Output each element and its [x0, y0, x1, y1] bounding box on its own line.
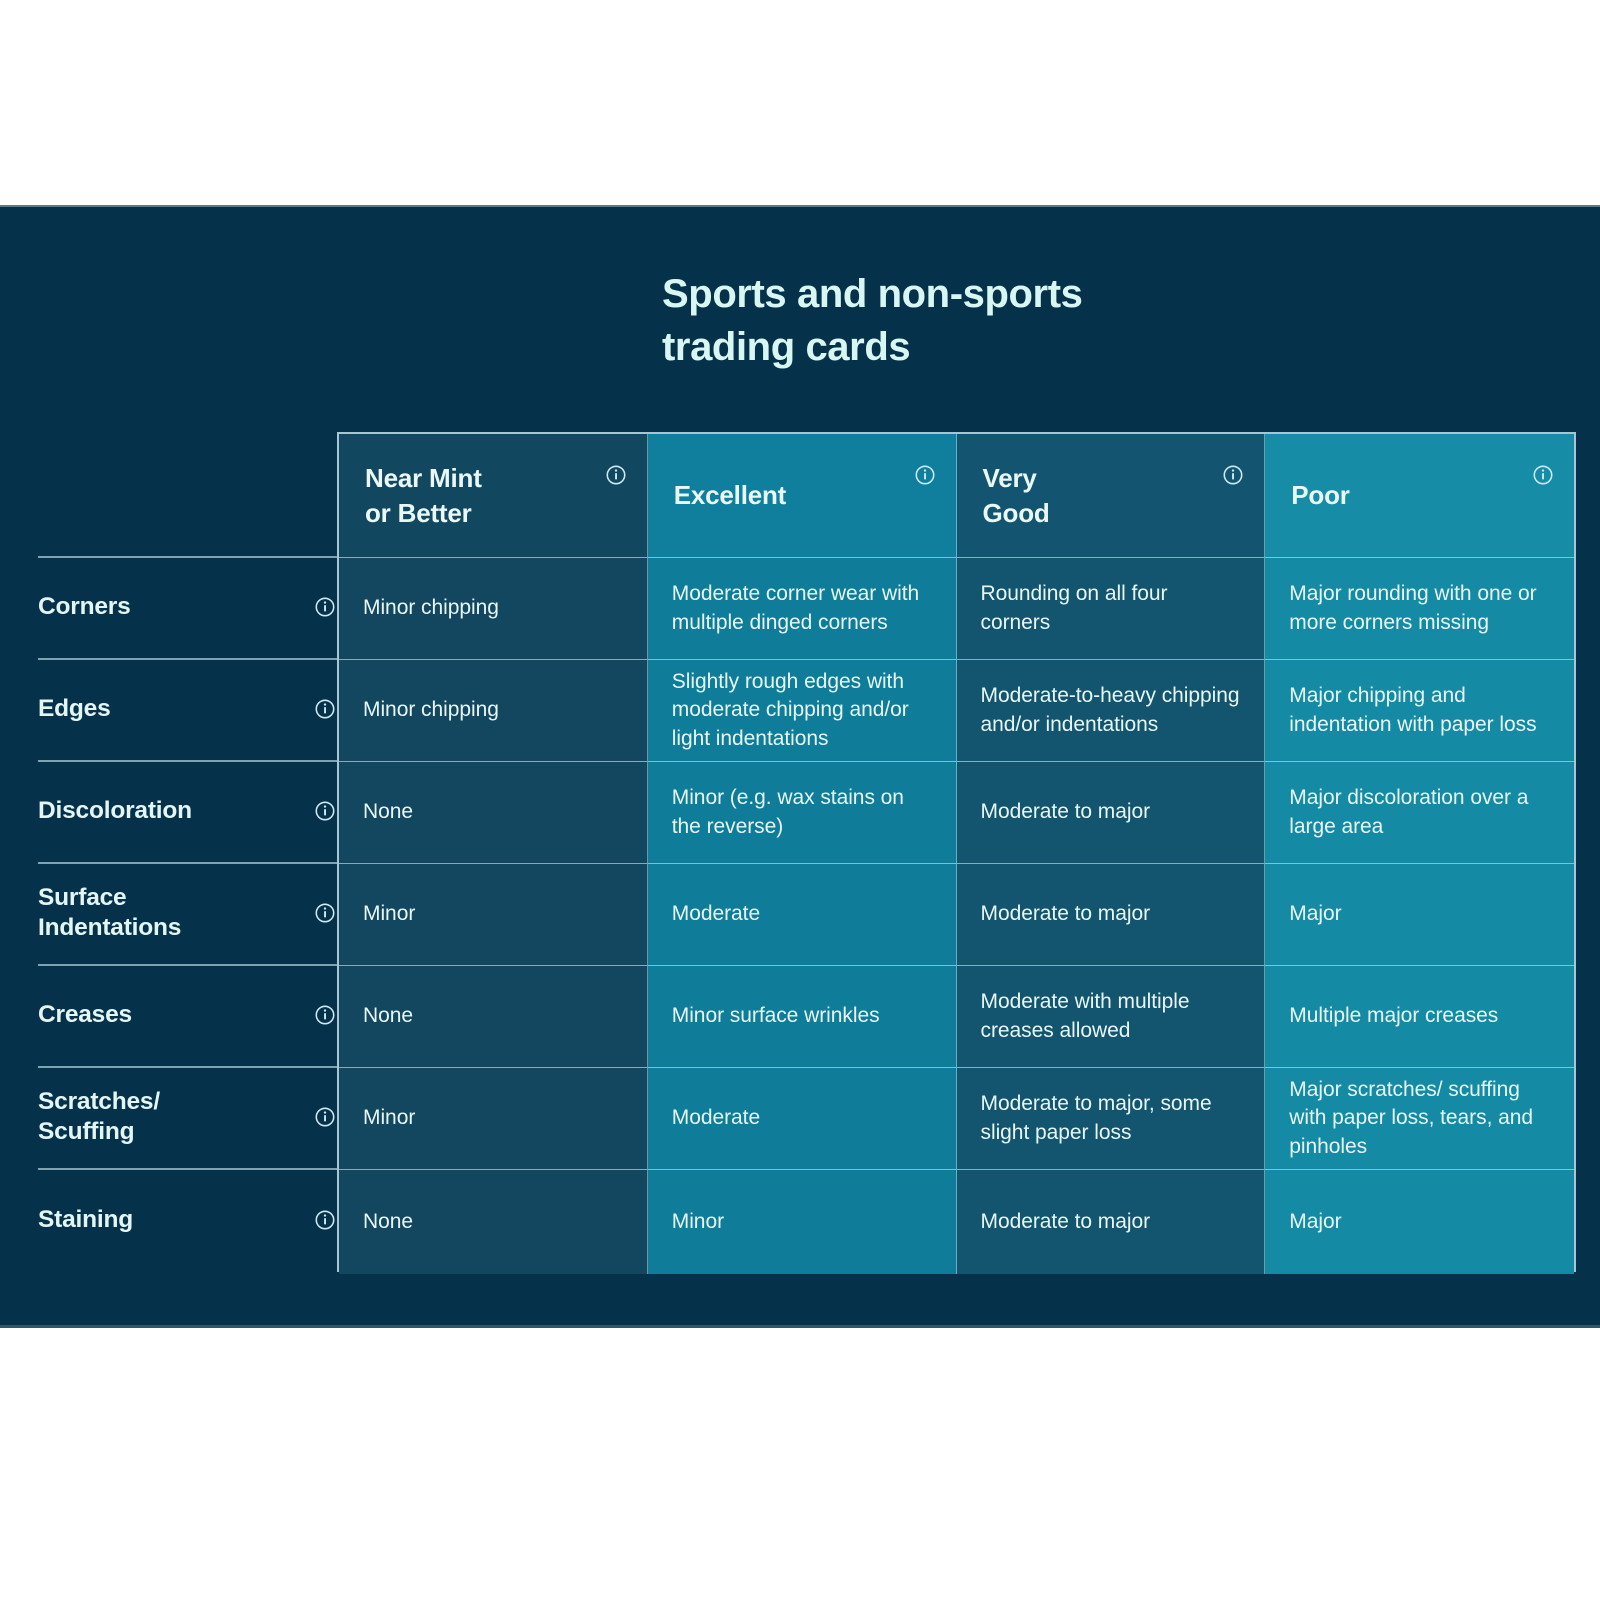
- grading-comparison-table: Corners Edges Discoloration: [36, 432, 1576, 1274]
- table-cell: None: [339, 762, 648, 864]
- column-header-poor[interactable]: Poor: [1265, 434, 1574, 558]
- row-label-edges[interactable]: Edges: [36, 658, 339, 760]
- grade-grid: Near Mint or Better Excellent Very Good: [337, 432, 1576, 1274]
- table-cell: Rounding on all four corners: [956, 558, 1266, 660]
- table-cell: Major: [1265, 864, 1574, 966]
- header-line2: or Better: [365, 497, 472, 528]
- info-icon[interactable]: [1532, 464, 1554, 486]
- table-cell: Minor surface wrinkles: [647, 966, 957, 1068]
- table-cell: Minor: [339, 1068, 648, 1170]
- column-header-text: Poor: [1291, 480, 1350, 511]
- table-cell: Moderate to major, some slight paper los…: [956, 1068, 1266, 1170]
- table-cell: None: [339, 1170, 648, 1274]
- row-label-text: Scratches/ Scuffing: [38, 1087, 160, 1147]
- column-header-text: Very Good: [983, 461, 1050, 530]
- panel-bottom-divider: [0, 1325, 1600, 1328]
- row-label-line1: Scratches/: [38, 1088, 160, 1116]
- column-header-excellent[interactable]: Excellent: [647, 434, 957, 558]
- row-label-text: Corners: [38, 593, 131, 621]
- column-header-very-good[interactable]: Very Good: [956, 434, 1266, 558]
- row-label-text: Creases: [38, 1001, 132, 1029]
- table-cell: Moderate to major: [956, 762, 1266, 864]
- info-icon[interactable]: [314, 800, 336, 822]
- table-cell: Major discoloration over a large area: [1265, 762, 1574, 864]
- row-label-text: Discoloration: [38, 797, 192, 825]
- info-icon[interactable]: [314, 596, 336, 618]
- table-cell: Minor: [647, 1170, 957, 1274]
- info-icon[interactable]: [1222, 464, 1244, 486]
- label-column-header-spacer: [36, 432, 339, 556]
- row-label-column: Corners Edges Discoloration: [36, 432, 339, 1272]
- header-line1: Near Mint: [365, 463, 482, 494]
- row-divider: [38, 862, 339, 864]
- info-icon[interactable]: [314, 1004, 336, 1026]
- column-header-near-mint[interactable]: Near Mint or Better: [339, 434, 648, 558]
- table-cell: Moderate to major: [956, 1170, 1266, 1274]
- info-icon[interactable]: [314, 1209, 336, 1231]
- column-header-text: Near Mint or Better: [365, 461, 482, 530]
- row-label-line2: Indentations: [38, 914, 182, 941]
- table-cell: None: [339, 966, 648, 1068]
- table-cell: Multiple major creases: [1265, 966, 1574, 1068]
- table-cell: Slightly rough edges with moderate chipp…: [647, 660, 957, 762]
- row-label-surface-indentations[interactable]: Surface Indentations: [36, 862, 339, 964]
- row-label-scratches-scuffing[interactable]: Scratches/ Scuffing: [36, 1066, 339, 1168]
- table-cell: Major chipping and indentation with pape…: [1265, 660, 1574, 762]
- row-label-staining[interactable]: Staining: [36, 1168, 339, 1272]
- row-label-text: Edges: [38, 695, 111, 723]
- row-label-discoloration[interactable]: Discoloration: [36, 760, 339, 862]
- table-cell: Moderate with multiple creases allowed: [956, 966, 1266, 1068]
- header-line1: Very: [982, 463, 1037, 494]
- table-cell: Minor (e.g. wax stains on the reverse): [647, 762, 957, 864]
- row-label-corners[interactable]: Corners: [36, 556, 339, 658]
- row-label-creases[interactable]: Creases: [36, 964, 339, 1066]
- table-cell: Moderate: [647, 1068, 957, 1170]
- page-title: Sports and non-sports trading cards: [662, 272, 1083, 369]
- info-icon[interactable]: [314, 902, 336, 924]
- table-cell: Minor chipping: [339, 558, 648, 660]
- row-divider: [38, 658, 339, 660]
- row-divider: [38, 1066, 339, 1068]
- row-label-line1: Surface: [38, 884, 127, 912]
- table-cell: Moderate-to-heavy chipping and/or indent…: [956, 660, 1266, 762]
- table-cell: Major rounding with one or more corners …: [1265, 558, 1574, 660]
- table-cell: Moderate corner wear with multiple dinge…: [647, 558, 957, 660]
- table-cell: Major scratches/ scuffing with paper los…: [1265, 1068, 1574, 1170]
- row-divider: [38, 556, 339, 558]
- info-icon[interactable]: [605, 464, 627, 486]
- header-line2: Good: [982, 497, 1050, 528]
- table-cell: Moderate to major: [956, 864, 1266, 966]
- row-divider: [38, 1168, 339, 1170]
- column-header-text: Excellent: [673, 480, 787, 511]
- info-icon[interactable]: [314, 698, 336, 720]
- row-label-text: Staining: [38, 1206, 134, 1234]
- row-label-text: Surface Indentations: [38, 883, 181, 943]
- table-cell: Major: [1265, 1170, 1574, 1274]
- panel-top-divider: [0, 205, 1600, 207]
- row-divider: [38, 964, 339, 966]
- table-cell: Minor: [339, 864, 648, 966]
- row-label-line2: Scuffing: [38, 1118, 135, 1145]
- info-icon[interactable]: [914, 464, 936, 486]
- table-cell: Minor chipping: [339, 660, 648, 762]
- row-divider: [38, 760, 339, 762]
- info-icon[interactable]: [314, 1106, 336, 1128]
- table-cell: Moderate: [647, 864, 957, 966]
